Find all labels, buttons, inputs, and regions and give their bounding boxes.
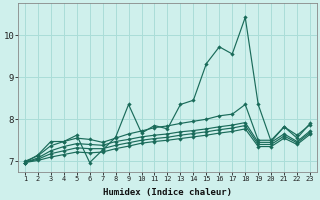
X-axis label: Humidex (Indice chaleur): Humidex (Indice chaleur) bbox=[103, 188, 232, 197]
